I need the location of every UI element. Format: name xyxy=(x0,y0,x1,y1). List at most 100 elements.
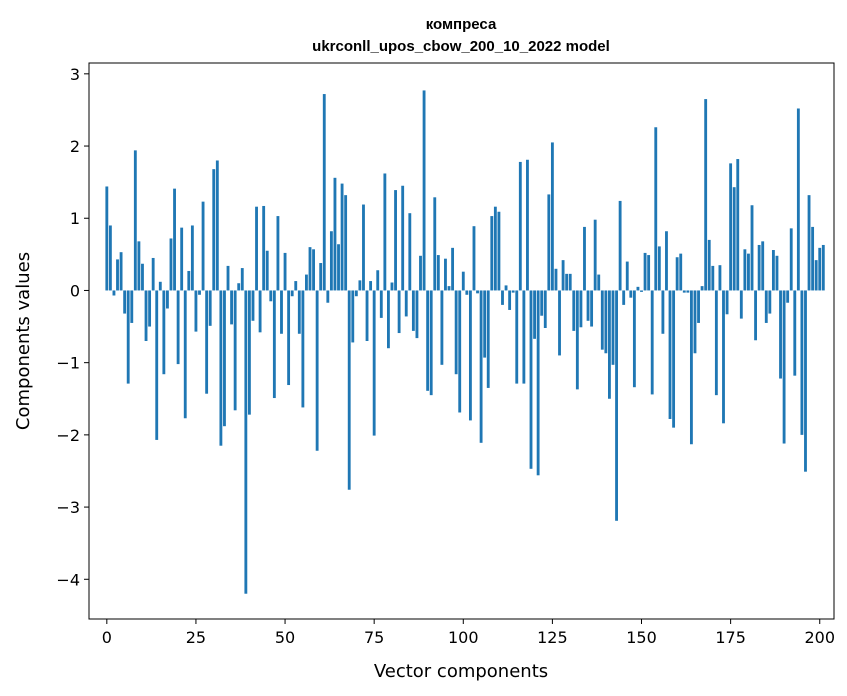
bar-198 xyxy=(811,226,815,291)
bar-148 xyxy=(632,290,636,388)
bar-44 xyxy=(262,205,266,291)
bar-162 xyxy=(682,290,686,293)
bar-185 xyxy=(764,290,768,323)
bar-189 xyxy=(779,290,782,379)
bar-15 xyxy=(158,281,162,291)
bar-11 xyxy=(144,290,148,341)
bar-100 xyxy=(461,271,465,291)
bar-150 xyxy=(640,290,643,292)
bar-82 xyxy=(397,290,401,334)
bar-34 xyxy=(226,265,230,291)
bar-58 xyxy=(312,249,315,291)
bar-26 xyxy=(198,290,201,295)
bar-138 xyxy=(597,274,601,291)
plot-area-frame xyxy=(88,62,835,620)
bar-105 xyxy=(479,290,483,443)
bar-57 xyxy=(308,247,312,291)
chart-title-line-2: ukrconll_upos_cbow_200_10_2022 model xyxy=(312,38,610,55)
bar-201 xyxy=(821,244,825,291)
bar-167 xyxy=(700,286,704,291)
bar-113 xyxy=(508,290,512,310)
bar-168 xyxy=(704,99,708,291)
y-tick-label: −4 xyxy=(56,570,80,589)
bar-4 xyxy=(119,252,123,291)
bar-116 xyxy=(518,161,522,291)
bar-172 xyxy=(718,265,722,291)
bar-69 xyxy=(351,290,355,343)
bar-40 xyxy=(247,290,251,415)
bar-179 xyxy=(743,249,747,291)
bar-48 xyxy=(276,216,280,291)
bar-110 xyxy=(497,211,501,291)
bar-86 xyxy=(411,290,415,331)
bar-93 xyxy=(436,255,440,291)
x-axis-ticks: 0 25 50 75 100 125 150 175 200 xyxy=(102,619,835,647)
bar-153 xyxy=(650,290,654,395)
bar-77 xyxy=(379,290,383,318)
bar-35 xyxy=(230,290,234,325)
bar-194 xyxy=(796,108,800,291)
bar-67 xyxy=(344,195,348,291)
bar-80 xyxy=(390,282,394,291)
bar-134 xyxy=(583,226,586,291)
bar-133 xyxy=(579,290,583,328)
bar-74 xyxy=(369,281,373,291)
bar-157 xyxy=(665,231,668,291)
bar-19 xyxy=(173,188,176,291)
bar-81 xyxy=(394,190,397,291)
bar-111 xyxy=(501,290,504,305)
bar-65 xyxy=(337,244,340,291)
bar-177 xyxy=(736,159,740,291)
y-tick-label: 1 xyxy=(70,209,80,228)
bar-16 xyxy=(162,290,166,375)
bar-107 xyxy=(486,290,490,388)
bar-0 xyxy=(105,186,109,291)
bar-6 xyxy=(126,290,130,384)
bar-79 xyxy=(387,290,390,349)
bar-158 xyxy=(668,290,672,419)
bar-46 xyxy=(269,290,273,302)
bar-63 xyxy=(329,231,333,291)
bar-103 xyxy=(472,226,476,291)
bar-140 xyxy=(604,290,608,354)
bar-197 xyxy=(807,195,811,291)
x-tick-label: 150 xyxy=(626,628,657,647)
bar-39 xyxy=(244,290,248,594)
bar-156 xyxy=(661,290,665,334)
bar-7 xyxy=(130,290,134,323)
bar-91 xyxy=(429,290,433,396)
bar-60 xyxy=(319,263,323,291)
bar-180 xyxy=(747,253,750,291)
bar-25 xyxy=(194,290,198,332)
bar-183 xyxy=(757,244,761,291)
bar-191 xyxy=(786,290,790,303)
bar-22 xyxy=(183,290,187,419)
bar-181 xyxy=(750,205,754,291)
bar-42 xyxy=(255,206,258,291)
bar-149 xyxy=(636,286,640,291)
bar-142 xyxy=(611,290,615,365)
bar-176 xyxy=(732,187,736,291)
bar-23 xyxy=(187,270,191,291)
bar-54 xyxy=(297,290,301,334)
bar-66 xyxy=(340,183,344,291)
bar-8 xyxy=(133,150,137,291)
x-tick-label: 0 xyxy=(102,628,112,647)
bar-3 xyxy=(116,259,119,291)
bar-13 xyxy=(151,257,155,291)
bar-121 xyxy=(536,290,540,476)
bar-55 xyxy=(301,290,305,408)
bar-51 xyxy=(287,290,291,386)
bar-112 xyxy=(504,285,508,291)
bar-173 xyxy=(722,290,725,424)
bar-165 xyxy=(693,290,697,354)
y-axis-label: Components values xyxy=(13,252,34,430)
bar-21 xyxy=(180,227,184,291)
bar-170 xyxy=(711,265,715,291)
bar-125 xyxy=(550,142,554,291)
bar-41 xyxy=(251,290,255,321)
bar-136 xyxy=(590,290,594,327)
bar-50 xyxy=(283,252,287,291)
y-axis-ticks: −4 −3 −2 −1 0 1 2 3 xyxy=(56,65,89,589)
